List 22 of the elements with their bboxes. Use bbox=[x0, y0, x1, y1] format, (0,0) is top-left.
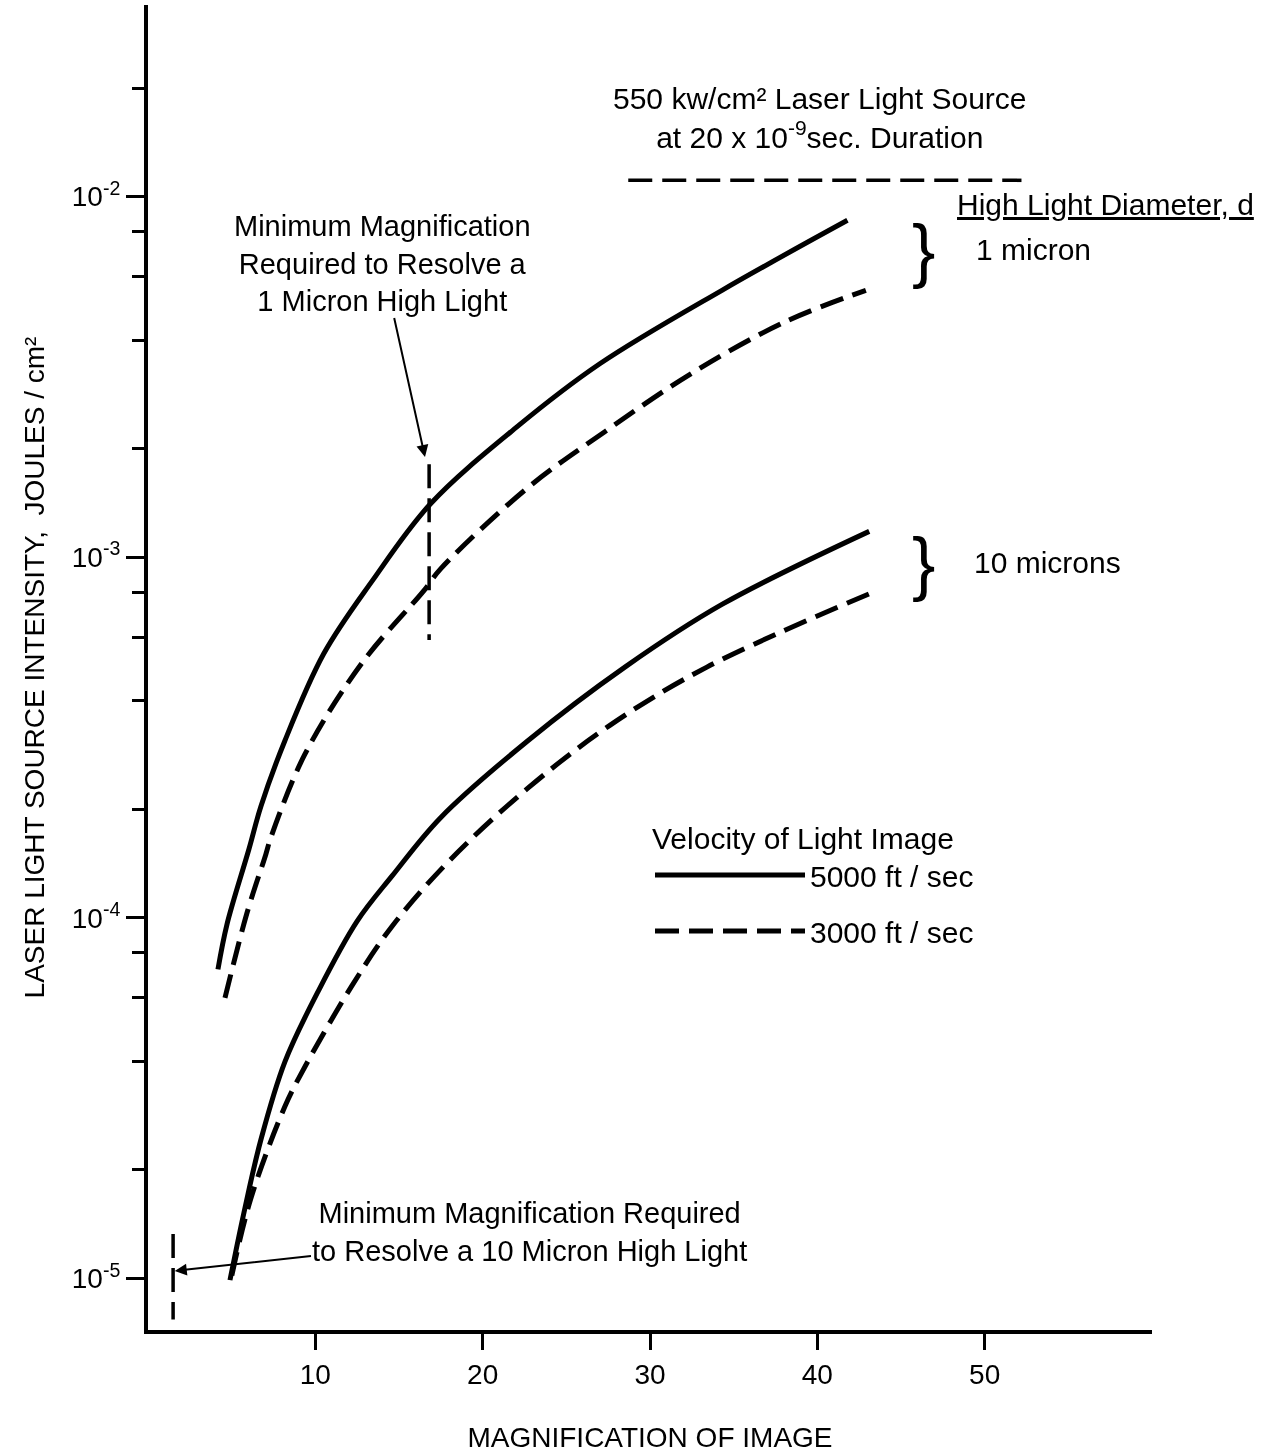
annotation: Minimum Magnification Required to Resolve a 10 Micron High Light bbox=[312, 1197, 748, 1267]
y-tick-label: 10$^{-4}$ bbox=[71, 897, 121, 934]
y-axis-title: LASER LIGHT SOURCE INTENSITY, JOULES / cm² bbox=[19, 336, 51, 999]
annotation: } bbox=[912, 524, 936, 602]
x-tick-label: 30 bbox=[634, 1358, 666, 1390]
annotation: High Light Diameter, d bbox=[957, 188, 1254, 221]
x-tick-label: 50 bbox=[969, 1358, 1001, 1390]
legend-title: Velocity of Light Image bbox=[652, 822, 954, 855]
x-tick-label: 10 bbox=[299, 1358, 331, 1390]
legend-label: 3000 ft / sec bbox=[810, 915, 974, 949]
x-axis-title: MAGNIFICATION OF IMAGE bbox=[467, 1422, 833, 1453]
annotation: } bbox=[912, 211, 936, 289]
x-tick-label: 20 bbox=[467, 1358, 499, 1390]
annotation: 550 kw/cm² Laser Light Source at 20 x 10$^{-9}$sec. Duration bbox=[613, 82, 1027, 154]
annotation: Minimum Magnification Required to Resolve a 1 Micron High Light bbox=[234, 210, 531, 318]
y-tick-label: 10$^{-3}$ bbox=[71, 537, 121, 574]
x-tick-label: 40 bbox=[801, 1358, 833, 1390]
legend-label: 5000 ft / sec bbox=[810, 859, 974, 893]
annotation: 10 microns bbox=[974, 546, 1121, 579]
y-tick-label: 10$^{-2}$ bbox=[71, 176, 121, 213]
y-tick-label: 10$^{-5}$ bbox=[71, 1258, 121, 1295]
annotation: 1 micron bbox=[976, 233, 1092, 266]
